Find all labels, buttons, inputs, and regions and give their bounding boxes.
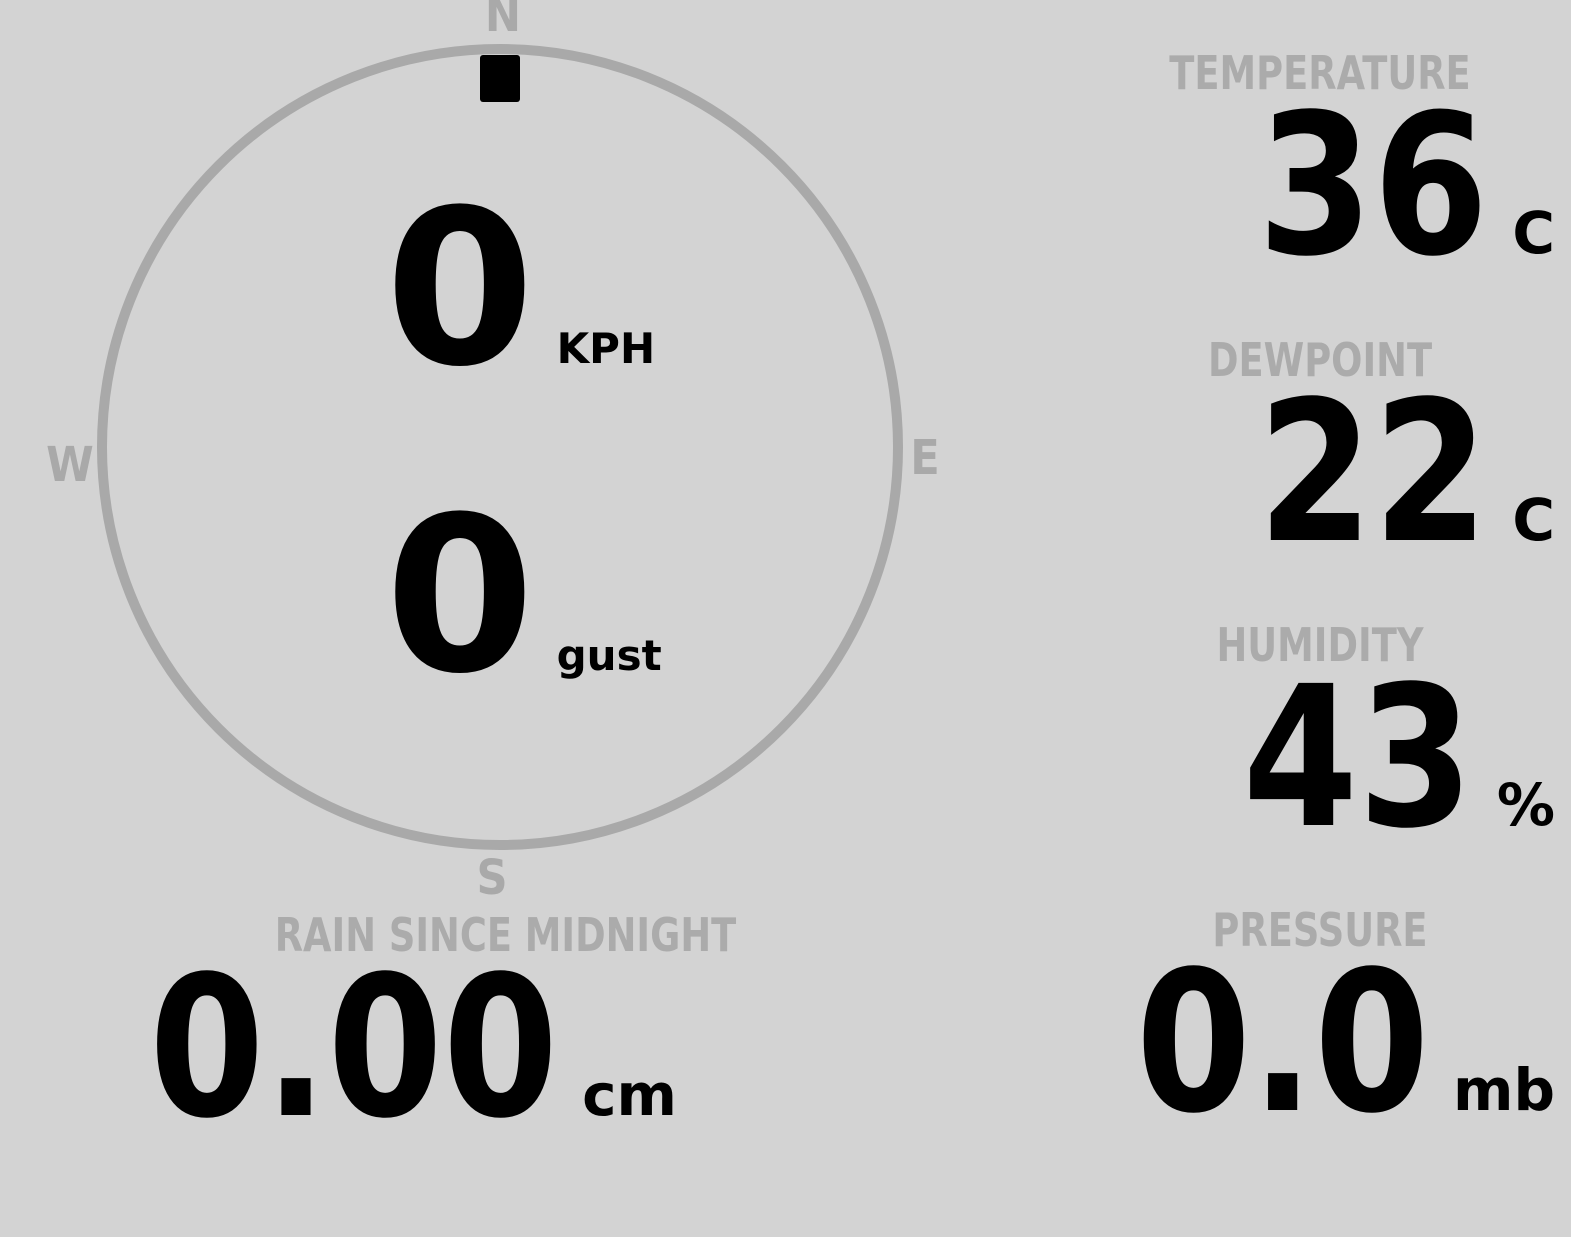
- wind-gust-unit: gust: [556, 631, 662, 680]
- temperature-label: TEMPERATURE: [1169, 46, 1471, 100]
- rain-since-midnight-readout: RAIN SINCE MIDNIGHT 0.00 cm: [149, 912, 736, 1152]
- dewpoint-readout: DEWPOINT 22 C: [1085, 337, 1555, 577]
- rain-unit: cm: [582, 1061, 677, 1129]
- wind-speed-value: 0: [385, 163, 535, 414]
- compass-label-north: N: [484, 0, 522, 43]
- wind-gust-value: 0: [385, 470, 535, 721]
- dewpoint-unit: C: [1512, 486, 1555, 554]
- wind-speed-readout: 0 KPH: [385, 181, 655, 396]
- rain-value-row: 0.00 cm: [77, 950, 677, 1145]
- compass-label-south: S: [476, 850, 508, 906]
- wind-speed-unit: KPH: [556, 324, 656, 373]
- humidity-value-row: 43 %: [1202, 644, 1555, 871]
- dewpoint-label: DEWPOINT: [1207, 333, 1433, 387]
- temperature-value: 36: [1257, 72, 1489, 299]
- compass-label-east: E: [910, 430, 940, 486]
- pressure-value-row: 0.0 mb: [1084, 945, 1555, 1140]
- pressure-label: PRESSURE: [1212, 903, 1428, 957]
- temperature-unit: C: [1512, 199, 1555, 267]
- wind-compass-gauge: N E S W 0 KPH 0 gust: [0, 0, 1000, 960]
- temperature-readout: TEMPERATURE 36 C: [1085, 50, 1555, 290]
- humidity-unit: %: [1496, 771, 1555, 839]
- humidity-value: 43: [1242, 644, 1473, 871]
- wind-gust-readout: 0 gust: [385, 488, 662, 703]
- humidity-readout: HUMIDITY 43 %: [1085, 618, 1556, 871]
- dewpoint-value-row: 22 C: [1217, 375, 1555, 570]
- pressure-unit: mb: [1453, 1056, 1555, 1124]
- dewpoint-value: 22: [1257, 359, 1489, 586]
- temperature-value-row: 36 C: [1217, 88, 1555, 283]
- humidity-label: HUMIDITY: [1216, 618, 1424, 672]
- rain-value: 0.00: [149, 934, 559, 1161]
- compass-ring: [97, 44, 903, 850]
- pressure-value: 0.0: [1135, 929, 1430, 1156]
- pressure-readout: PRESSURE 0.0 mb: [1085, 907, 1555, 1147]
- wind-direction-marker-icon: [480, 55, 520, 102]
- compass-label-west: W: [46, 437, 94, 493]
